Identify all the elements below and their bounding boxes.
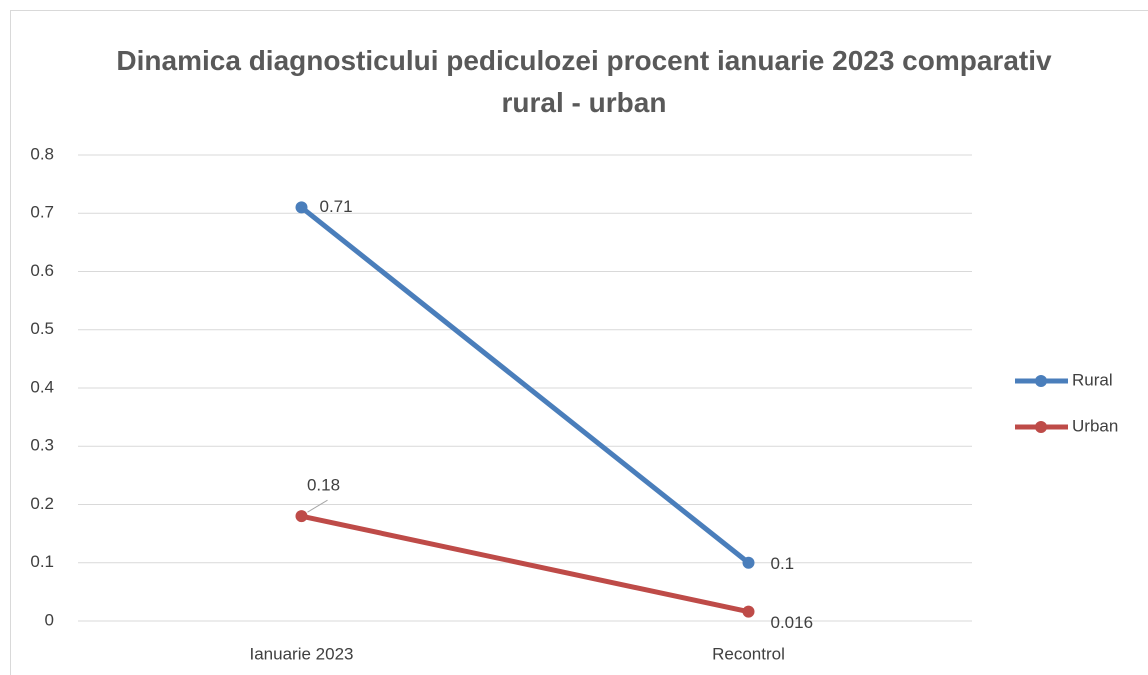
legend-marker [1035,375,1047,387]
y-tick-label: 0.5 [30,319,54,338]
y-tick-label: 0.1 [30,552,54,571]
y-tick-label: 0.2 [30,494,54,513]
legend-label: Rural [1072,370,1113,389]
data-point [295,510,308,523]
legend-marker [1035,421,1047,433]
x-tick-label: Ianuarie 2023 [250,644,354,663]
y-tick-label: 0.4 [30,377,54,396]
data-label: 0.1 [771,554,795,573]
x-tick-label: Recontrol [712,644,785,663]
data-point [742,605,755,618]
series-line [299,513,751,615]
data-label: 0.18 [307,476,340,495]
legend-label: Urban [1072,416,1118,435]
y-tick-label: 0.3 [30,436,54,455]
data-point [295,201,308,214]
chart-border [10,10,1148,675]
data-point [742,556,755,569]
y-tick-label: 0.8 [30,144,54,163]
leader-line [307,499,328,513]
chart-title: Dinamica diagnosticului pediculozei proc… [116,45,1052,118]
y-tick-label: 0 [45,610,54,629]
y-tick-label: 0.6 [30,261,54,280]
data-label: 0.016 [771,613,814,632]
data-label: 0.71 [320,197,353,216]
y-tick-label: 0.7 [30,203,54,222]
series-line [299,204,751,566]
